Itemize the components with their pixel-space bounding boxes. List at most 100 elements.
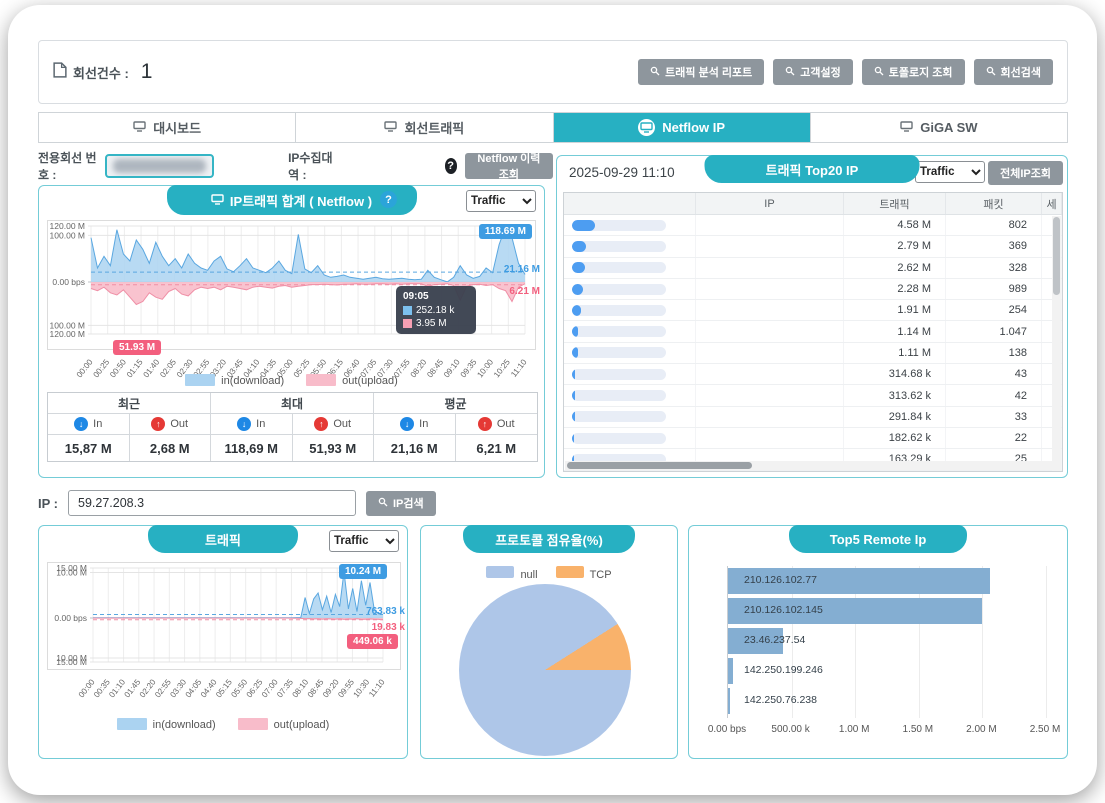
- top20-table-header: IP 트래픽 패킷 세: [564, 193, 1062, 215]
- table-row[interactable]: 314.68 k 43: [564, 364, 1062, 386]
- cell-ip: [696, 321, 844, 342]
- col-bar: [564, 193, 696, 214]
- scrollbar-thumb[interactable]: [567, 462, 752, 469]
- table-row[interactable]: 4.58 M 802: [564, 215, 1062, 237]
- vertical-scrollbar[interactable]: [1052, 216, 1061, 471]
- help-icon[interactable]: ?: [380, 191, 397, 208]
- svg-text:0.00 bps: 0.00 bps: [52, 277, 85, 287]
- col-ip: IP: [696, 193, 844, 214]
- cell-traffic: 314.68 k: [844, 364, 946, 385]
- legend-swatch: [306, 374, 337, 386]
- header-action-button[interactable]: 고객설정: [773, 59, 853, 85]
- top5-bar: [728, 598, 983, 624]
- cell-packets: 42: [946, 385, 1042, 406]
- x-tick-label: 1.50 M: [902, 724, 934, 735]
- cell-ip: [696, 300, 844, 321]
- horizontal-scrollbar[interactable]: [565, 461, 1053, 470]
- top5-bar-label: 142.250.76.238: [744, 694, 817, 706]
- traffic-bar-fill: [572, 347, 578, 359]
- tab-회선트래픽[interactable]: 회선트래픽: [296, 113, 554, 142]
- traffic-select[interactable]: Traffic: [329, 530, 399, 552]
- cell-traffic: 1.14 M: [844, 321, 946, 342]
- header-action-button[interactable]: 회선검색: [973, 59, 1053, 85]
- svg-text:0.00 bps: 0.00 bps: [54, 613, 87, 623]
- protocol-panel: 프로토콜 점유율(%) null TCP: [420, 525, 678, 759]
- in-header: ↓ In: [374, 414, 456, 435]
- table-row[interactable]: 1.11 M 138: [564, 342, 1062, 365]
- stat-value: 6,21 M: [476, 440, 517, 456]
- tab-giga-sw[interactable]: GiGA SW: [811, 113, 1067, 142]
- tab-netflow-ip[interactable]: Netflow IP: [553, 113, 811, 142]
- table-row[interactable]: 313.62 k 42: [564, 385, 1062, 407]
- scrollbar-thumb[interactable]: [1053, 217, 1060, 295]
- top5-bar-label: 210.126.102.77: [744, 574, 817, 586]
- x-tick-label: 1.00 M: [838, 724, 870, 735]
- table-row[interactable]: 1.91 M 254: [564, 300, 1062, 322]
- table-row[interactable]: 1.14 M 1.047: [564, 321, 1062, 343]
- traffic-select[interactable]: Traffic: [466, 190, 536, 212]
- legend-swatch: [237, 718, 268, 730]
- cell-session: [1042, 427, 1062, 449]
- search-icon: [986, 66, 996, 79]
- traffic-panel-title: 트래픽: [148, 525, 298, 553]
- search-icon: [785, 66, 795, 79]
- stat-value: 51,93 M: [293, 435, 374, 461]
- netflow-history-button[interactable]: Netflow 이력조회: [464, 153, 553, 181]
- top5-bar: [728, 568, 990, 594]
- cell-ip: [696, 257, 844, 278]
- ip-band-label: IP수집대역 :: [288, 151, 333, 182]
- out-swatch: [403, 319, 412, 328]
- x-tick-label: 0.00 bps: [707, 724, 747, 735]
- traffic-select[interactable]: Traffic: [915, 161, 985, 183]
- traffic-bar-track: [572, 390, 666, 402]
- header-action-button[interactable]: 트래픽 분석 리포트: [638, 59, 765, 85]
- monitor-icon: [211, 193, 224, 208]
- table-row[interactable]: 2.62 M 328: [564, 257, 1062, 279]
- avg-out-label: 19.83 k: [371, 622, 405, 633]
- line-number-field[interactable]: [105, 154, 215, 178]
- header-action-button[interactable]: 토폴로지 조회: [861, 59, 965, 85]
- top5-bar: [728, 628, 783, 654]
- ip-search-input[interactable]: [68, 490, 356, 516]
- cell-ip: [696, 236, 844, 257]
- table-row[interactable]: 291.84 k 33: [564, 406, 1062, 428]
- protocol-panel-title: 프로토콜 점유율(%): [463, 525, 635, 553]
- ip-traffic-panel-title: IP트래픽 합계 ( Netflow ): [166, 185, 417, 215]
- chart-tooltip: 09:05 252.18 k 3.95 M: [396, 286, 476, 334]
- cell-session: [1042, 364, 1062, 385]
- stat-value: 118,69 M: [211, 435, 293, 461]
- ip-search-button[interactable]: IP검색: [366, 490, 436, 516]
- cell-packets: 254: [946, 300, 1042, 321]
- traffic-bar-fill: [572, 283, 584, 295]
- cell-packets: 22: [946, 427, 1042, 449]
- cell-traffic: 2.79 M: [844, 236, 946, 257]
- traffic-bar-track: [572, 262, 666, 274]
- stat-value: 2,68 M: [130, 435, 211, 461]
- cell-packets: 43: [946, 364, 1042, 385]
- help-icon[interactable]: ?: [444, 158, 457, 174]
- traffic-bar-fill: [572, 390, 575, 402]
- search-icon: [378, 497, 388, 510]
- traffic-bar-track: [572, 368, 666, 380]
- max-out-badge: 449.06 k: [347, 634, 398, 649]
- download-icon: ↓: [237, 417, 252, 431]
- top5-bar: [728, 688, 730, 714]
- all-ip-button[interactable]: 전체IP조회: [988, 161, 1063, 185]
- table-row[interactable]: 182.62 k 22: [564, 427, 1062, 450]
- avg-out-label: 6.21 M: [509, 286, 540, 297]
- top20-panel-title: 트래픽 Top20 IP: [704, 155, 920, 183]
- x-tick-label: 500.00 k: [771, 724, 810, 735]
- avg-in-label: 763.83 k: [366, 606, 405, 617]
- table-row[interactable]: 2.28 M 989: [564, 278, 1062, 301]
- cell-traffic: 291.84 k: [844, 406, 946, 427]
- cell-traffic: 4.58 M: [844, 215, 946, 236]
- line-count-label: 회선건수 :: [73, 65, 129, 81]
- max-out-badge: 51.93 M: [113, 340, 162, 355]
- svg-text:100.00 M: 100.00 M: [50, 320, 85, 330]
- report-datetime: 2025-09-29 11:10: [569, 165, 675, 180]
- cell-packets: 989: [946, 278, 1042, 300]
- tab-대시보드[interactable]: 대시보드: [39, 113, 297, 142]
- upload-icon: ↑: [477, 417, 492, 431]
- table-row[interactable]: 2.79 M 369: [564, 236, 1062, 258]
- cell-session: [1042, 278, 1062, 300]
